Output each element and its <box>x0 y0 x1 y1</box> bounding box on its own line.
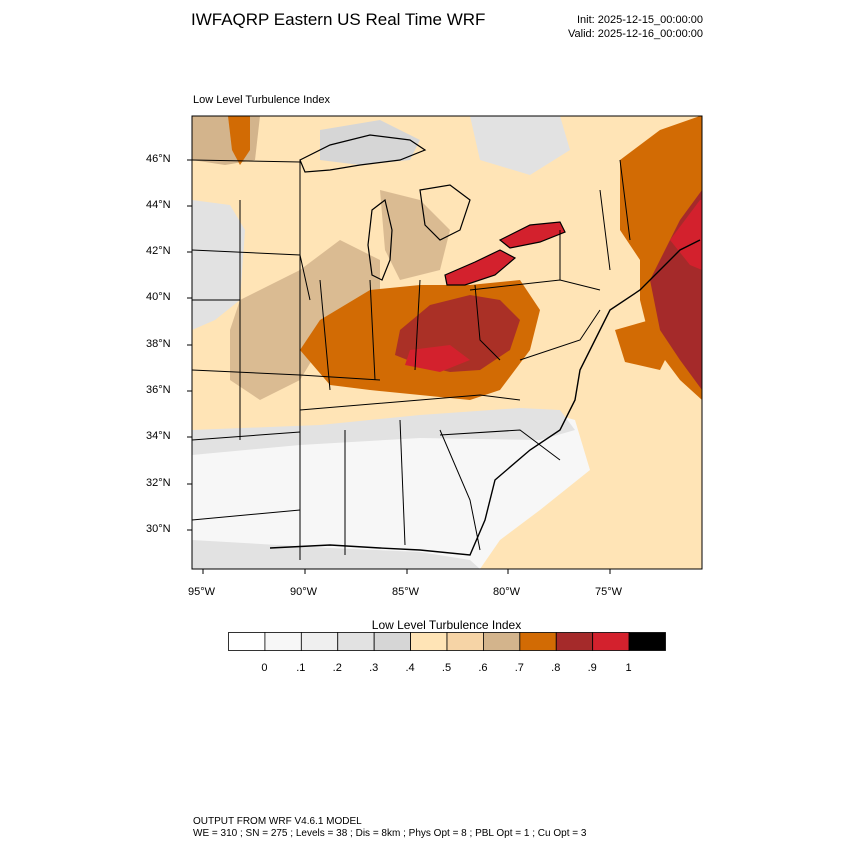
colorbar-label: .2 <box>333 662 342 674</box>
colorbar-label: .3 <box>369 662 378 674</box>
lon-label-95: 95°W <box>188 586 215 598</box>
colorbar-swatch <box>374 633 410 651</box>
colorbar-swatch <box>629 633 665 651</box>
colorbar-swatch <box>556 633 592 651</box>
lat-label-42: 42°N <box>146 245 171 257</box>
colorbar-swatch <box>338 633 374 651</box>
colorbar-swatch <box>411 633 447 651</box>
colorbar-swatch <box>265 633 301 651</box>
lat-label-30: 30°N <box>146 523 171 535</box>
lat-label-44: 44°N <box>146 199 171 211</box>
colorbar-swatch <box>520 633 556 651</box>
colorbar-label: .4 <box>405 662 414 674</box>
lon-label-75: 75°W <box>595 586 622 598</box>
colorbar-label: .6 <box>478 662 487 674</box>
colorbar-label: .9 <box>588 662 597 674</box>
footer-model: OUTPUT FROM WRF V4.6.1 MODEL <box>193 816 362 827</box>
lat-label-38: 38°N <box>146 338 171 350</box>
colorbar-swatch <box>229 633 265 651</box>
footer-config: WE = 310 ; SN = 275 ; Levels = 38 ; Dis … <box>193 828 586 839</box>
lat-label-32: 32°N <box>146 477 171 489</box>
lat-label-34: 34°N <box>146 430 171 442</box>
colorbar-swatch <box>301 633 337 651</box>
lat-label-46: 46°N <box>146 153 171 165</box>
colorbar-title: Low Level Turbulence Index <box>228 618 665 632</box>
colorbar-swatch <box>593 633 629 651</box>
lon-ticks <box>203 569 610 574</box>
lon-label-90: 90°W <box>290 586 317 598</box>
colorbar-swatch <box>483 633 519 651</box>
lat-label-40: 40°N <box>146 291 171 303</box>
colorbar <box>228 632 668 652</box>
turbulence-field <box>192 116 702 569</box>
colorbar-label: 0 <box>261 662 267 674</box>
colorbar-label: .8 <box>551 662 560 674</box>
colorbar-label: 1 <box>626 662 632 674</box>
lon-label-85: 85°W <box>392 586 419 598</box>
colorbar-swatch <box>447 633 483 651</box>
lon-label-80: 80°W <box>493 586 520 598</box>
colorbar-label: .5 <box>442 662 451 674</box>
lat-ticks <box>187 160 192 530</box>
lat-label-36: 36°N <box>146 384 171 396</box>
colorbar-label: .7 <box>515 662 524 674</box>
colorbar-label: .1 <box>296 662 305 674</box>
